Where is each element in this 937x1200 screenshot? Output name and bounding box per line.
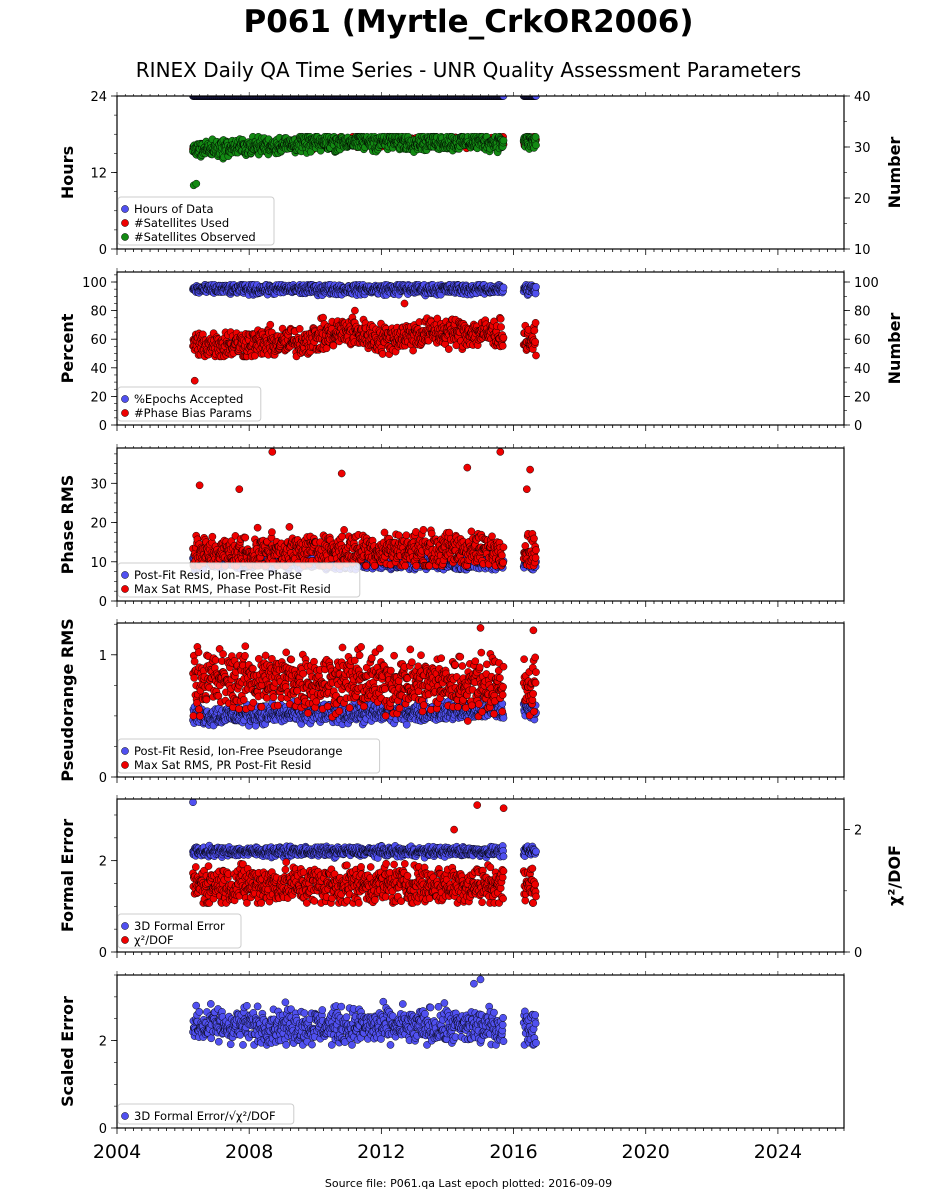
data-point bbox=[531, 289, 540, 298]
panel-percent: 0 20 40 60 80 100 0 20 40 60 80 100 Number Percent %Ep… bbox=[58, 268, 904, 434]
outlier-point bbox=[192, 179, 201, 188]
data-point bbox=[266, 320, 275, 329]
y2-tick-label: 20 bbox=[854, 192, 871, 207]
data-point bbox=[444, 345, 453, 353]
legend-marker bbox=[121, 219, 129, 227]
data-point bbox=[530, 326, 539, 335]
legend: %Epochs Accepted#Phase Bias Params bbox=[117, 386, 262, 422]
panel-percent-marks bbox=[189, 281, 540, 385]
data-point bbox=[319, 313, 327, 322]
legend-marker bbox=[121, 409, 129, 417]
data-point bbox=[531, 338, 540, 346]
y-tick-label: 100 bbox=[82, 276, 107, 291]
y-tick-label: 24 bbox=[90, 90, 107, 105]
legend-box bbox=[117, 386, 262, 422]
data-point bbox=[531, 318, 540, 327]
legend-entry: %Epochs Accepted bbox=[134, 392, 243, 406]
y2-tick-label: 20 bbox=[854, 390, 871, 405]
data-point bbox=[329, 341, 338, 350]
outlier-point bbox=[400, 299, 409, 308]
y-tick-label: 80 bbox=[90, 305, 107, 320]
legend-entry: #Satellites Used bbox=[134, 216, 229, 230]
data-point bbox=[295, 324, 304, 333]
y2-tick-label: 80 bbox=[854, 305, 871, 320]
page-subtitle: RINEX Daily QA Time Series - UNR Quality… bbox=[135, 58, 802, 82]
y2-tick-label: 0 bbox=[854, 419, 862, 434]
y2-tick-label: 40 bbox=[854, 362, 871, 377]
y2-tick-label: 40 bbox=[854, 90, 871, 105]
data-point bbox=[497, 323, 505, 331]
y-tick-label: 40 bbox=[90, 362, 107, 377]
y2-axis-label: Number bbox=[885, 137, 904, 209]
data-point bbox=[378, 350, 387, 358]
data-point bbox=[498, 342, 507, 350]
y2-tick-label: 100 bbox=[854, 276, 879, 291]
series-percent-1 bbox=[189, 299, 540, 385]
data-point bbox=[531, 133, 540, 141]
data-point bbox=[409, 346, 417, 355]
y2-axis-label: Number bbox=[885, 313, 904, 385]
data-point bbox=[532, 141, 540, 150]
legend-marker bbox=[121, 205, 129, 213]
data-point bbox=[532, 283, 540, 291]
y-axis-label: Hours bbox=[58, 146, 77, 199]
legend-entry: #Phase Bias Params bbox=[134, 406, 252, 420]
y-tick-label: 0 bbox=[99, 243, 107, 258]
legend-marker bbox=[121, 233, 129, 241]
series-hours-2 bbox=[189, 132, 540, 190]
legend: Hours of Data#Satellites Used#Satellites… bbox=[117, 196, 275, 246]
legend-entry: #Satellites Observed bbox=[134, 230, 256, 244]
data-point bbox=[532, 351, 540, 360]
data-point bbox=[499, 136, 508, 145]
outlier-point bbox=[351, 306, 359, 315]
page-title: P061 (Myrtle_CrkOR2006) bbox=[243, 4, 694, 40]
legend-box bbox=[117, 196, 275, 246]
legend-entry: Hours of Data bbox=[134, 202, 214, 216]
series-percent-0 bbox=[189, 281, 540, 300]
y-tick-label: 20 bbox=[90, 390, 107, 405]
y-tick-label: 60 bbox=[90, 333, 107, 348]
panel-hours-marks bbox=[189, 96, 540, 190]
panel-phase-marks bbox=[189, 448, 540, 574]
y2-tick-label: 10 bbox=[854, 243, 871, 258]
y-tick-label: 0 bbox=[99, 419, 107, 434]
outlier-point bbox=[190, 376, 199, 385]
data-point bbox=[496, 315, 505, 323]
y2-tick-label: 30 bbox=[854, 141, 871, 156]
data-point bbox=[433, 314, 442, 323]
y-axis-label: Percent bbox=[58, 313, 77, 383]
data-point bbox=[499, 283, 508, 292]
data-point bbox=[499, 333, 508, 342]
legend-marker bbox=[121, 395, 129, 403]
y2-tick-label: 60 bbox=[854, 333, 871, 348]
y-tick-label: 12 bbox=[90, 167, 107, 182]
